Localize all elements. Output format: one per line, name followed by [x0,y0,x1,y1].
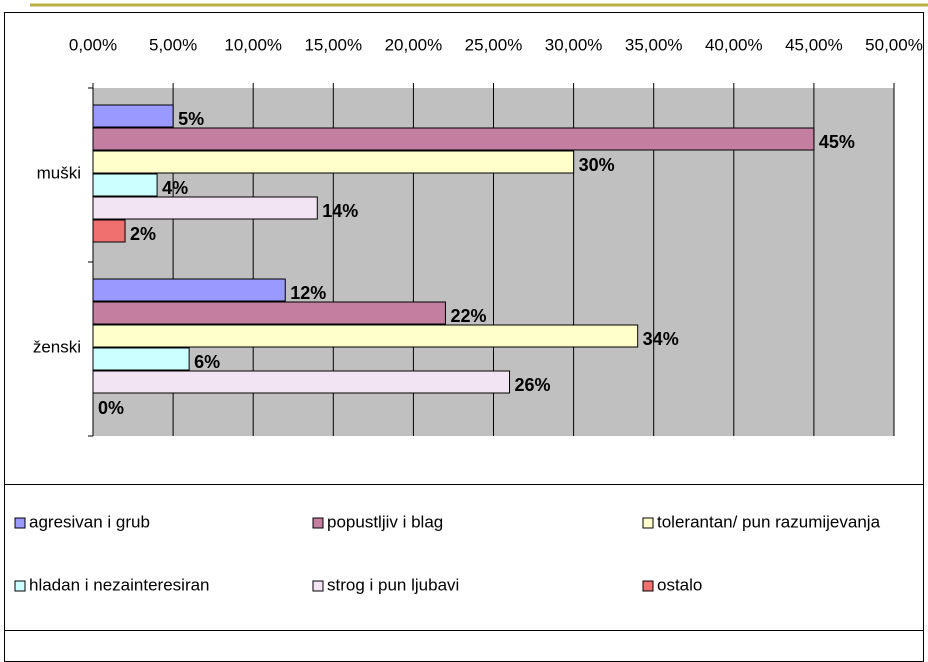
x-tick-label: 0,00% [69,35,117,54]
data-label: 34% [643,329,679,349]
x-tick-label: 10,00% [224,35,282,54]
legend-label: strog i pun ljubavi [327,575,459,594]
legend-swatch [312,580,324,592]
legend-swatch [14,580,26,592]
bar [92,173,158,197]
legend-swatch [642,517,654,529]
bar [92,347,190,371]
legend-label: ostalo [657,575,702,594]
x-tick-label: 5,00% [149,35,197,54]
data-label: 14% [322,201,358,221]
data-label: 22% [450,306,486,326]
legend-label: hladan i nezainteresiran [29,575,210,594]
bar [92,127,815,151]
bar [92,219,126,243]
legend-swatch [14,517,26,529]
x-tick-label: 40,00% [705,35,763,54]
x-tick-label: 45,00% [785,35,843,54]
bar [92,324,639,348]
bar [92,150,575,174]
data-label: 6% [194,352,220,372]
legend-swatch [642,580,654,592]
x-tick-label: 25,00% [465,35,523,54]
data-label: 0% [98,398,124,418]
bar [92,370,511,394]
data-label: 4% [162,178,188,198]
x-tick-label: 50,00% [865,35,923,54]
data-label: 2% [130,224,156,244]
bar [92,278,286,302]
bar [92,196,318,220]
x-tick-label: 35,00% [625,35,683,54]
x-tick-label: 15,00% [304,35,362,54]
y-tick-label: muški [37,163,81,182]
data-label: 30% [579,155,615,175]
data-label: 45% [819,132,855,152]
legend-label: agresivan i grub [29,512,150,531]
data-label: 5% [178,109,204,129]
x-tick-label: 30,00% [545,35,603,54]
data-label: 26% [515,375,551,395]
bar [92,104,174,128]
legend-label: popustljiv i blag [327,512,443,531]
legend-swatch [312,517,324,529]
bar [92,301,446,325]
y-tick-label: ženski [33,337,81,356]
data-label: 12% [290,283,326,303]
legend-label: tolerantan/ pun razumijevanja [657,512,881,531]
x-tick-label: 20,00% [385,35,443,54]
